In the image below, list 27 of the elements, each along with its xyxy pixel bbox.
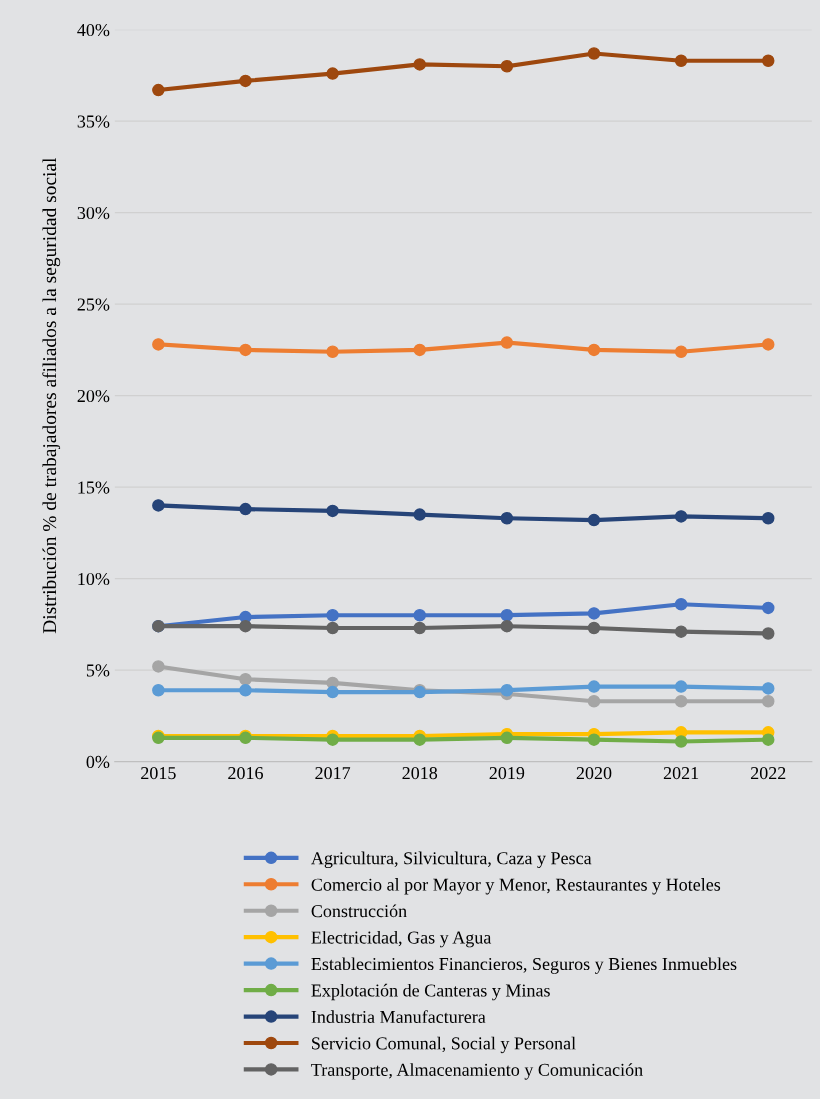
legend-label: Agricultura, Silvicultura, Caza y Pesca [311, 851, 592, 869]
x-tick-label: 2017 [315, 766, 351, 780]
legend-label: Explotación de Canteras y Minas [311, 983, 550, 1001]
y-tick-label: 30% [77, 206, 110, 220]
x-tick-label: 2019 [489, 766, 525, 780]
legend-label: Comercio al por Mayor y Menor, Restaurantes y Hoteles [311, 878, 721, 895]
legend-label: Establecimientos Financieros, Seguros y Bienes Inmuebles [311, 957, 737, 974]
y-tick-label: 15% [78, 481, 110, 494]
legend-label: Construcción [311, 904, 407, 918]
x-tick-label: 2022 [750, 766, 786, 780]
y-tick-label: 25% [77, 298, 110, 311]
y-tick-label: 20% [77, 389, 110, 403]
legend-label: Servicio Comunal, Social y Personal [312, 1036, 576, 1054]
y-axis-title: Distribución % de trabajadores afiliados a la seguridad social [42, 157, 61, 634]
y-tick-label: 5% [86, 664, 110, 677]
x-tick-label: 2018 [402, 766, 438, 780]
legend-label: Industria Manufacturera [311, 1010, 486, 1024]
legend-label: Transporte, Almacenamiento y Comunicación [311, 1063, 643, 1080]
y-tick-label: 40% [77, 23, 110, 37]
y-tick-label: 35% [77, 115, 110, 128]
x-tick-label: 2015 [141, 766, 176, 780]
x-tick-label: 2020 [576, 766, 612, 780]
y-tick-label: 10% [78, 572, 110, 586]
x-tick-label: 2016 [228, 766, 263, 780]
y-tick-label: 0% [86, 755, 110, 769]
legend-label: Electricidad, Gas y Agua [311, 930, 492, 948]
x-tick-label: 2021 [663, 766, 699, 780]
